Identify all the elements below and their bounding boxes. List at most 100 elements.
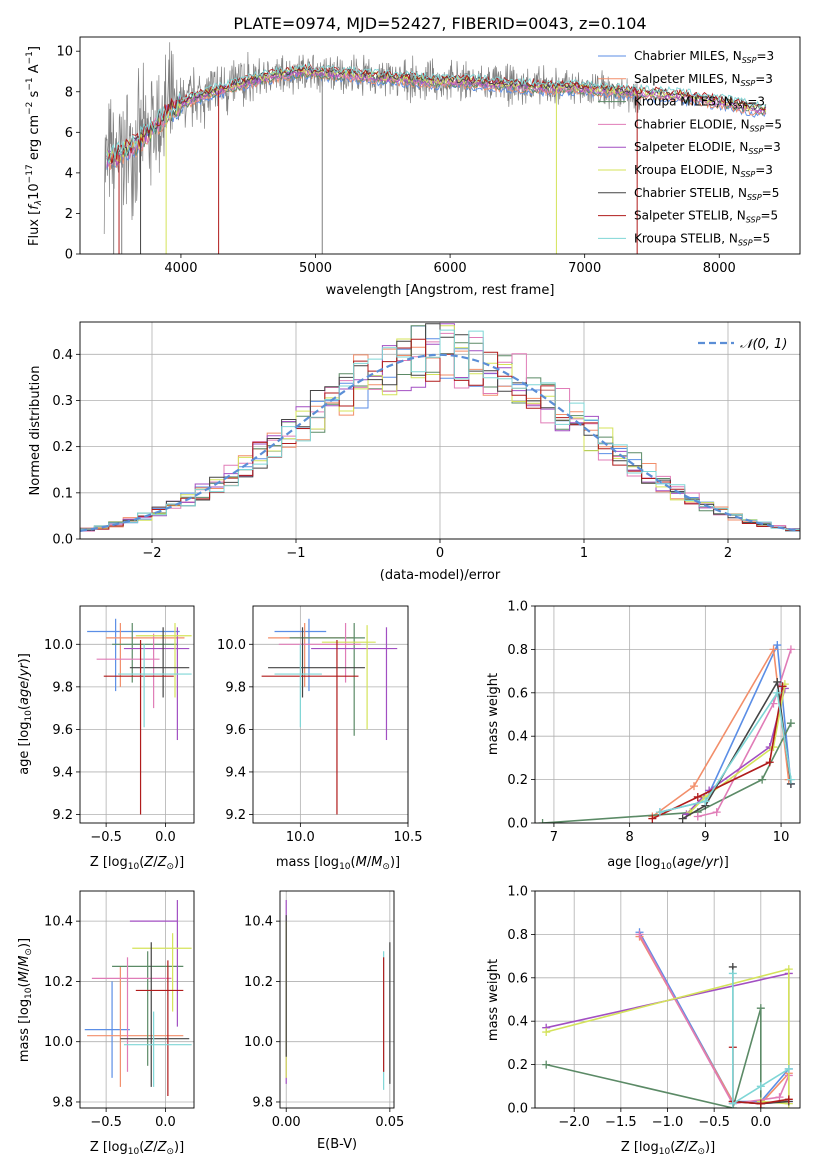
y-tick-label: 0: [65, 248, 73, 263]
y-tick-label: 9.2: [52, 808, 73, 823]
mass-z-y-label: mass [log10(M/M⊙)]: [17, 938, 34, 1062]
x-tick-label: 2: [724, 546, 732, 561]
y-tick-label: 10.0: [217, 638, 246, 653]
massweight-marker: [775, 1093, 784, 1102]
mw-z-y-label: mass weight: [486, 959, 501, 1041]
y-tick-label: 0.0: [507, 817, 528, 832]
residual-histogram-7: [80, 338, 800, 531]
massweight-line-2: [542, 722, 792, 823]
y-tick-label: 10.2: [44, 975, 73, 990]
massweight-marker: [769, 645, 778, 654]
massweight-marker: [728, 1099, 737, 1108]
massweight-marker: [693, 792, 702, 801]
y-tick-label: 0.0: [52, 533, 73, 548]
massweight-marker: [701, 797, 710, 806]
residual-histogram-panel: −2 −1 0 1 2 0.0 0.1 0.2 0.3 0.4 𝒩(0, 1) (data-model…: [28, 321, 801, 583]
axes-frame: [534, 605, 801, 824]
x-tick-label: 10: [773, 830, 790, 845]
y-tick-label: 9.8: [225, 680, 246, 695]
massweight-marker: [690, 782, 698, 791]
legend-entry: Salpeter STELIB, NSSP=5: [634, 209, 778, 225]
y-tick-label: 1.0: [507, 885, 528, 900]
residual-histogram-8: [80, 329, 800, 530]
y-tick-label: 10.0: [44, 1035, 73, 1050]
y-tick-label: 1.0: [507, 600, 528, 615]
massweight-marker: [786, 719, 795, 728]
ebv-x-label: E(B-V): [317, 1137, 357, 1152]
massweight-marker: [648, 814, 657, 823]
y-tick-label: 0.2: [52, 440, 73, 455]
age-vs-mass-panel: 10.0 10.5 9.2 9.4 9.6 9.8 10.0 mass [log10(M/M⊙…: [217, 605, 422, 872]
y-tick-label: 10.0: [44, 638, 73, 653]
y-tick-label: 10.4: [244, 915, 273, 930]
massweight-marker: [773, 677, 782, 686]
massweight-marker: [756, 1099, 765, 1108]
y-tick-label: 0.8: [507, 928, 528, 943]
plot-area: [80, 323, 800, 532]
mw-z-x-label: Z [log10(Z/Z⊙)]: [621, 1140, 715, 1157]
model-spectrum-8: [106, 62, 767, 165]
axes-frame: [279, 890, 395, 1109]
x-tick-label: 4000: [164, 261, 197, 276]
massweight-vs-metallicity-panel: −2.0 −1.5 −1.0 −0.5 0.0 0.0 0.2 0.4 0.6 0.8 1.0 Z […: [486, 885, 801, 1157]
massweight-marker: [542, 1028, 551, 1037]
massweight-marker: [655, 808, 664, 817]
y-tick-label: 10.0: [244, 1035, 273, 1050]
axes-frame: [252, 605, 409, 824]
x-tick-label: 8000: [703, 261, 736, 276]
y-tick-label: 0.2: [507, 1058, 528, 1073]
x-tick-label: 0.0: [155, 830, 176, 845]
massweight-marker: [786, 645, 795, 654]
y-tick-label: 0.4: [52, 348, 73, 363]
massweight-marker: [784, 1095, 793, 1104]
massweight-marker: [756, 1004, 765, 1013]
mass-z-x-label: Z [log10(Z/Z⊙)]: [90, 1140, 184, 1157]
x-tick-label: −0.5: [90, 1115, 122, 1130]
y-tick-label: 9.8: [52, 1095, 73, 1110]
y-tick-label: 9.8: [52, 680, 73, 695]
legend-entry: Kroupa ELODIE, NSSP=3: [634, 163, 773, 179]
y-tick-label: 10.2: [244, 975, 273, 990]
y-tick-label: 0.8: [507, 643, 528, 658]
legend-entry: Chabrier MILES, NSSP=3: [634, 49, 774, 65]
x-tick-label: −2.0: [558, 1115, 590, 1130]
y-tick-label: 4: [65, 166, 73, 181]
model-spectrum-5: [106, 65, 767, 163]
y-tick-label: 0.0: [507, 1102, 528, 1117]
y-tick-label: 0.4: [507, 1015, 528, 1030]
legend-entry: 𝒩(0, 1): [740, 337, 787, 352]
y-tick-label: 0.4: [507, 730, 528, 745]
massweight-marker: [784, 1064, 793, 1073]
massweight-marker: [712, 808, 721, 817]
spectrum-y-label: Flux [fλ10−17 erg cm−2 s−1 A−1]: [25, 46, 44, 246]
x-tick-label: −0.5: [698, 1115, 730, 1130]
legend-entry: Chabrier STELIB, NSSP=5: [634, 186, 779, 202]
x-tick-label: 0.00: [272, 1115, 301, 1130]
observed-spectrum: [103, 42, 642, 235]
x-tick-label: 10.0: [286, 830, 315, 845]
massweight-marker: [778, 682, 787, 691]
x-tick-label: 9: [701, 830, 709, 845]
model-spectrum-3: [106, 69, 767, 167]
massweight-marker: [635, 930, 644, 939]
massweight-marker: [786, 775, 795, 784]
y-tick-label: 0.3: [52, 394, 73, 409]
massweight-marker: [728, 969, 737, 978]
spectrum-panel: 4000 5000 6000 7000 8000 0 2 4 6 8 10 wavelength [A…: [56, 36, 801, 298]
x-tick-label: −1.5: [605, 1115, 637, 1130]
x-tick-label: 0.0: [750, 1115, 771, 1130]
spectrum-legend: Chabrier MILES, NSSP=3 Salpeter MILES, NS…: [598, 49, 782, 247]
x-tick-label: 0.0: [155, 1115, 176, 1130]
y-tick-label: 6: [65, 126, 73, 141]
x-tick-label: 6000: [434, 261, 467, 276]
massweight-line-3: [697, 649, 792, 818]
age-z-x-label: Z [log10(Z/Z⊙)]: [90, 855, 184, 872]
axes-frame: [79, 321, 801, 540]
age-vs-metallicity-panel: −0.5 0.0 9.2 9.4 9.6 9.8 10.0 Z [log10(Z/Z⊙)] ag…: [17, 605, 195, 872]
y-tick-label: 0.1: [52, 486, 73, 501]
figure-title: PLATE=0974, MJD=52427, FIBERID=0043, z=0…: [233, 14, 646, 33]
x-tick-label: −1: [286, 546, 305, 561]
massweight-line-3: [638, 934, 790, 1105]
massweight-line-5: [689, 683, 786, 813]
histogram-y-label: Normed distribution: [28, 366, 43, 496]
